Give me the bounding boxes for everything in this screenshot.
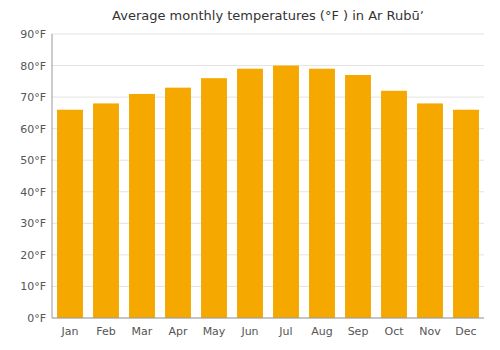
y-tick-label: 80°F [20,60,46,73]
y-tick-label: 0°F [27,312,46,325]
x-tick-label: Jun [240,325,258,338]
y-tick-label: 60°F [20,123,46,136]
x-tick-label: May [203,325,226,338]
y-tick-label: 10°F [20,280,46,293]
x-tick-label: Jan [61,325,79,338]
x-axis: Jan Feb Mar Apr May Jun Jul Aug Sep Oct Nov Dec [61,325,477,338]
x-tick-label: Jul [278,325,292,338]
y-tick-label: 40°F [20,186,46,199]
grid-line [52,318,484,319]
grid-line [52,97,484,98]
y-tick-label: 30°F [20,217,46,230]
y-axis: 0°F 10°F 20°F 30°F 40°F 50°F 60°F 70°F 80°F 90°F [20,28,46,325]
x-tick-label: Mar [132,325,153,338]
bar [345,75,371,318]
x-tick-label: Sep [348,325,369,338]
y-axis-line [52,34,53,318]
x-tick-label: Dec [455,325,476,338]
x-tick-label: Nov [419,325,441,338]
bar [417,103,443,318]
y-tick-label: 50°F [20,154,46,167]
x-tick-label: Feb [96,325,115,338]
bar [93,103,119,318]
bar [273,66,299,318]
x-tick-label: Aug [311,325,332,338]
bar [201,78,227,318]
x-tick-label: Apr [168,325,188,338]
bar [129,94,155,318]
bar [237,69,263,318]
bar [57,110,83,318]
y-tick-label: 20°F [20,249,46,262]
bars [57,66,479,318]
title: Average monthly temperatures (°F ) in Ar… [112,8,424,23]
bar [453,110,479,318]
grid [52,34,484,318]
grid-line [52,34,484,35]
chart-container: Average monthly temperatures (°F ) in Ar… [0,0,500,350]
x-axis-line [52,318,484,319]
bar [381,91,407,318]
y-tick-label: 90°F [20,28,46,41]
y-tick-label: 70°F [20,91,46,104]
bar [165,88,191,318]
grid-line [52,65,484,66]
bar [309,69,335,318]
x-tick-label: Oct [384,325,404,338]
chart: Average monthly temperatures (°F ) in Ar… [0,0,500,350]
